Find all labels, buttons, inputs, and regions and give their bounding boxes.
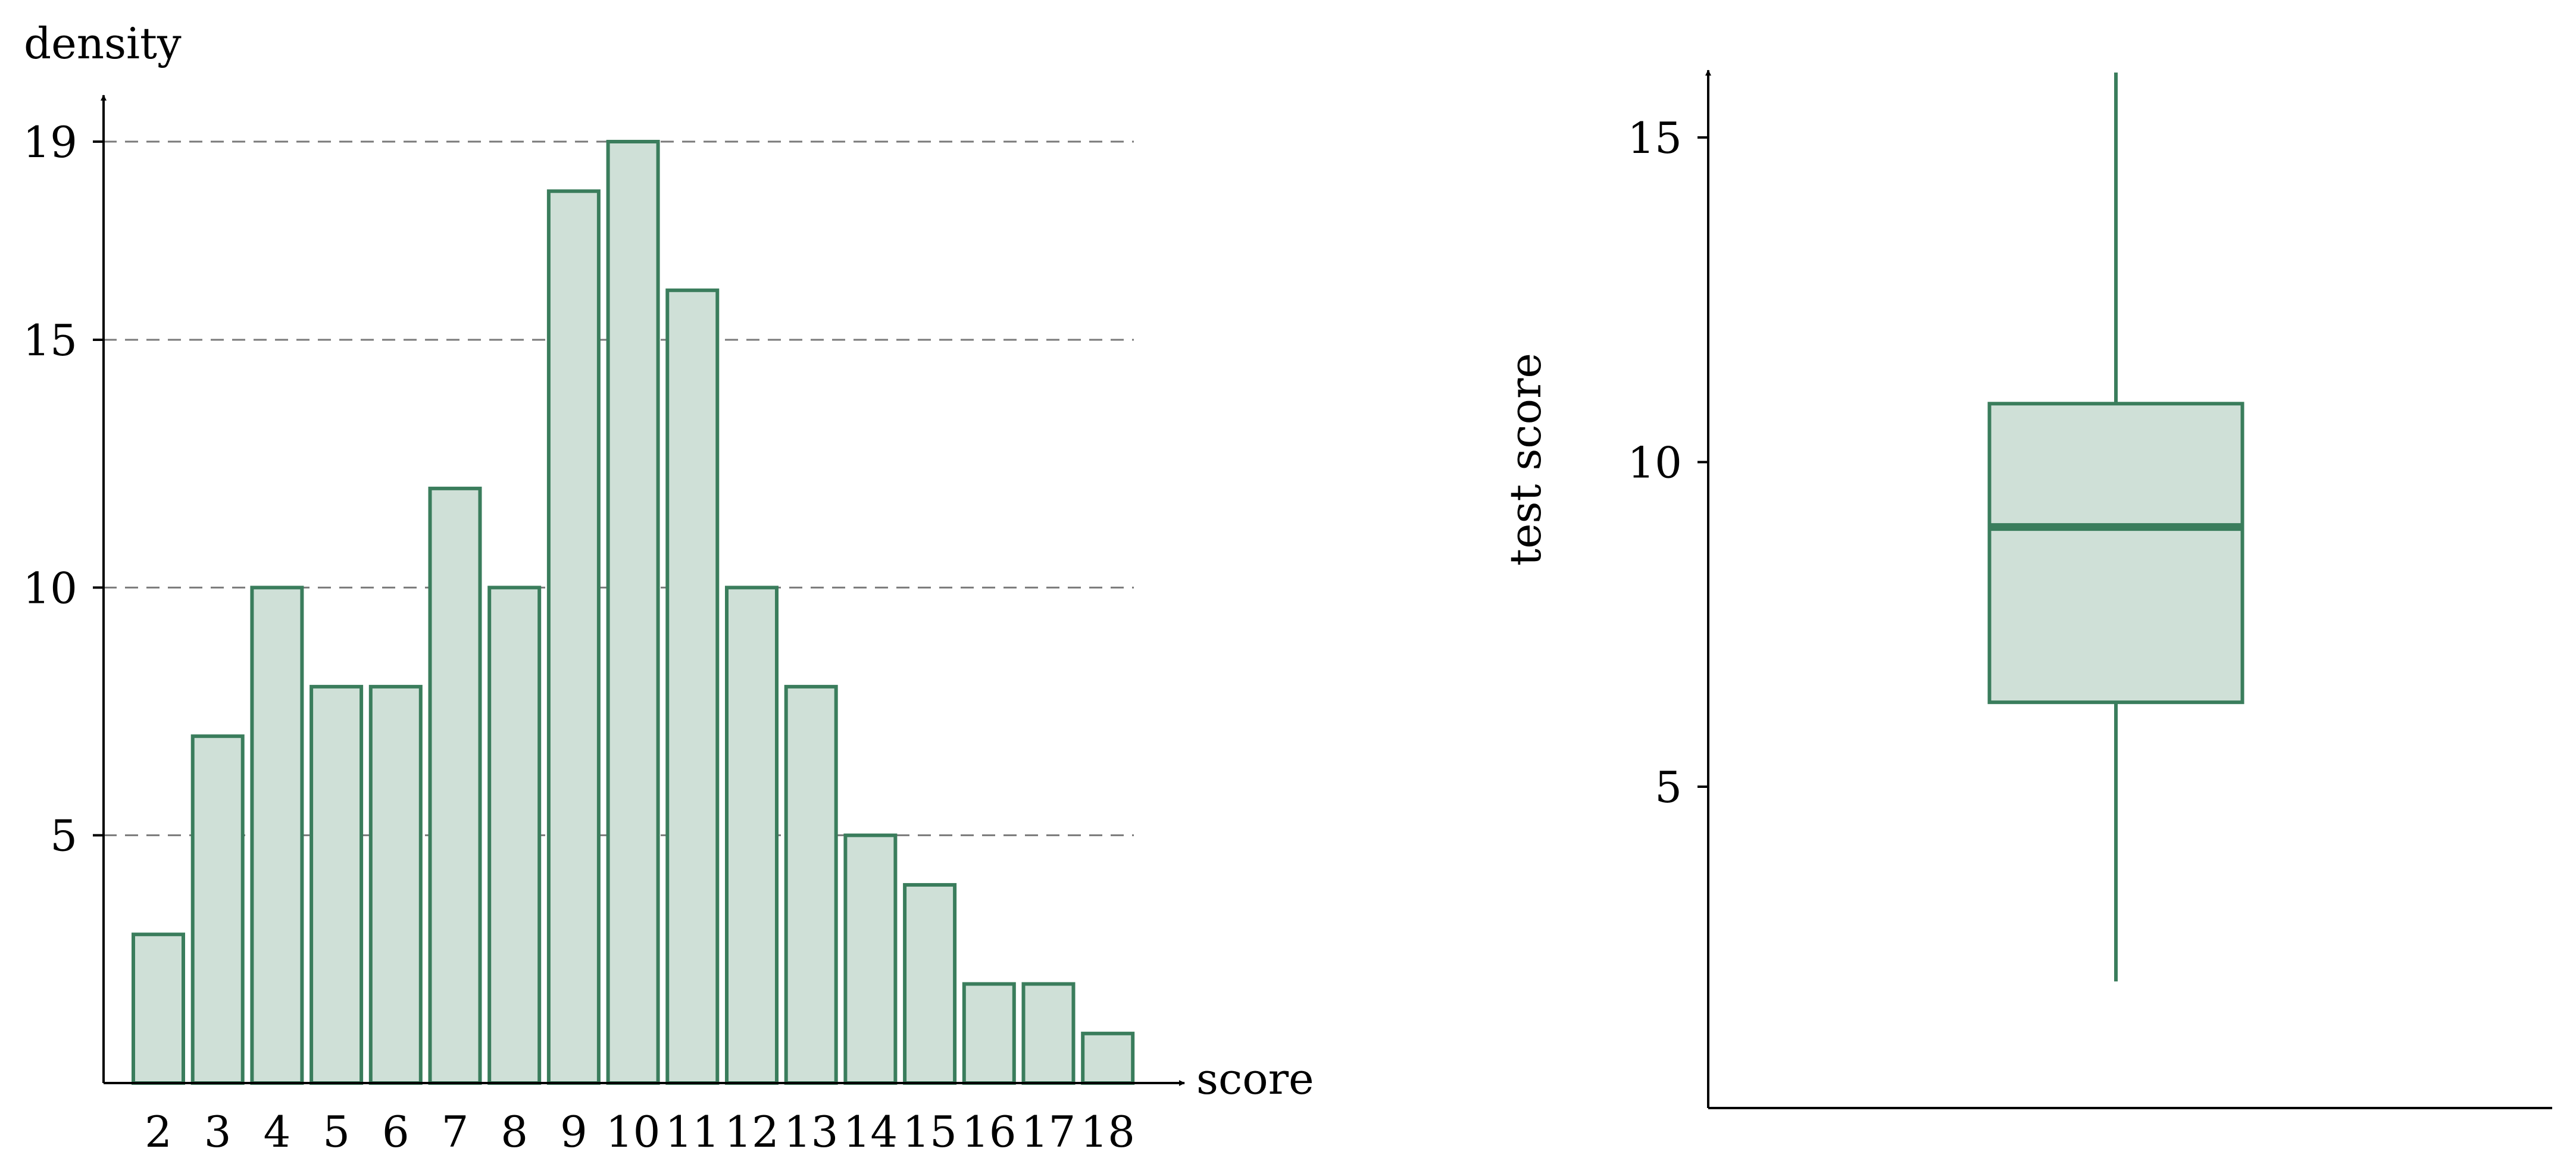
histogram-x-tick-label: 7 <box>442 1107 469 1157</box>
histogram-bar <box>1021 982 1076 1085</box>
histogram-x-axis-label: score <box>1196 1054 1314 1104</box>
boxplot-marks <box>1987 72 2244 982</box>
histogram-bar <box>665 288 720 1085</box>
boxplot-y-ticks: 5 10 15 <box>1627 113 1708 812</box>
histogram-bar <box>1081 1031 1135 1085</box>
histogram-x-tick-label: 17 <box>1021 1107 1076 1157</box>
histogram-bar <box>368 684 423 1085</box>
histogram-x-tick-label: 2 <box>145 1107 172 1157</box>
histogram-y-tick-label: 10 <box>23 563 77 613</box>
histogram-x-tick-label: 15 <box>902 1107 957 1157</box>
boxplot-y-axis-label: test score <box>1500 353 1550 566</box>
histogram-y-ticks: 5 10 15 19 <box>23 117 104 861</box>
histogram-bar <box>903 883 957 1085</box>
boxplot-y-tick-label: 15 <box>1627 113 1682 163</box>
histogram-x-tick-label: 18 <box>1080 1107 1135 1157</box>
histogram-y-tick-label: 5 <box>50 811 77 861</box>
histogram-x-tick-label: 10 <box>606 1107 661 1157</box>
histogram-bar <box>606 140 660 1085</box>
histogram-bar <box>843 833 898 1085</box>
histogram-x-tick-label: 13 <box>784 1107 839 1157</box>
histogram-bars <box>132 140 1135 1085</box>
boxplot-chart: 5 10 15 test score <box>1500 70 2552 1109</box>
histogram-x-tick-label: 6 <box>382 1107 409 1157</box>
histogram-x-tick-label: 12 <box>724 1107 779 1157</box>
histogram-x-tick-label: 4 <box>263 1107 290 1157</box>
histogram-bar <box>310 684 364 1085</box>
histogram-bar <box>132 932 185 1085</box>
histogram-bar <box>487 586 542 1085</box>
boxplot-y-tick-label: 5 <box>1655 762 1682 812</box>
histogram-x-tick-label: 3 <box>204 1107 232 1157</box>
histogram-x-ticks: 2 3 4 5 6 7 8 9 10 11 12 13 14 15 16 17 18 <box>145 1107 1135 1157</box>
histogram-x-tick-label: 8 <box>501 1107 528 1157</box>
histogram-x-tick-label: 14 <box>843 1107 898 1157</box>
histogram-bar <box>725 586 779 1085</box>
histogram-bar <box>962 982 1016 1085</box>
histogram-bar <box>190 734 245 1085</box>
histogram-x-tick-label: 5 <box>323 1107 350 1157</box>
histogram-x-tick-label: 9 <box>560 1107 587 1157</box>
histogram-bar <box>546 189 601 1085</box>
boxplot-box <box>1987 402 2244 705</box>
histogram-x-tick-label: 11 <box>665 1107 720 1157</box>
histogram-y-axis-label: density <box>24 18 182 68</box>
histogram-bar <box>250 586 304 1085</box>
boxplot-y-tick-label: 10 <box>1627 438 1682 488</box>
histogram-bar <box>428 486 482 1085</box>
histogram-bar <box>784 684 838 1085</box>
histogram-y-tick-label: 19 <box>23 117 77 167</box>
histogram-y-tick-label: 15 <box>23 315 77 365</box>
histogram-x-tick-label: 16 <box>962 1107 1017 1157</box>
